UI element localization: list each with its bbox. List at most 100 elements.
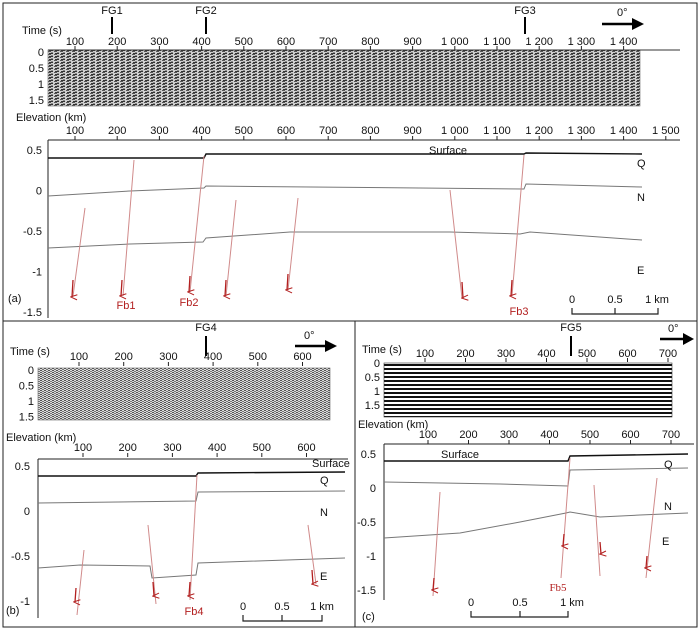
fault-lines-a — [72, 154, 525, 299]
top-tick-labels-a: 100 200 300 400 500 600 700 800 900 1 000 1 100 1 2… — [66, 36, 637, 50]
top-tick-labels-c: 100 200 300 400 500 600 700 — [416, 348, 677, 362]
svg-text:0.5: 0.5 — [512, 597, 527, 609]
tick-label: -1 — [20, 596, 30, 608]
svg-text:0.5: 0.5 — [274, 601, 289, 613]
tick-label: 800 — [361, 125, 379, 137]
tick-label: -0.5 — [357, 517, 376, 529]
tick-label: 400 — [540, 429, 558, 441]
tick-label: 400 — [192, 125, 210, 137]
tick-label: 500 — [581, 429, 599, 441]
tick-label: 0.5 — [365, 372, 380, 384]
tick-label: 300 — [150, 125, 168, 137]
tick-label: 300 — [159, 351, 177, 363]
tick-label: 700 — [319, 125, 337, 137]
time-tick-labels-b: 0 0.5 1 1.5 — [19, 365, 34, 424]
svg-text:0: 0 — [468, 597, 474, 609]
north-arrow-head-b — [325, 340, 337, 352]
panel-b: FG4 0° Time (s) 100 200 300 400 500 600 00.51… — [6, 322, 350, 622]
tick-label: 0 — [24, 506, 30, 518]
tick-label: 100 — [66, 36, 84, 48]
tick-label: 0.5 — [15, 461, 30, 473]
surface-label-b: Surface — [312, 458, 350, 470]
time-tick-labels-a: 0 0.5 1 1.5 — [29, 47, 44, 107]
tick-label: 600 — [618, 348, 636, 360]
tick-label: 600 — [293, 351, 311, 363]
layer-q-label-c: Q — [664, 459, 673, 471]
svg-text:0: 0 — [240, 601, 246, 613]
n-e-boundary-c — [383, 511, 689, 539]
layer-n-label-b: N — [320, 507, 328, 519]
north-label-c: 0° — [668, 323, 679, 335]
surface-line-c — [384, 453, 689, 462]
time-tick-labels-c: 0 0.5 1 1.5 — [365, 358, 380, 412]
seismic-section-a — [47, 49, 641, 107]
tick-label: 100 — [74, 442, 92, 454]
layer-e-label-a: E — [637, 265, 644, 277]
panel-b-border — [2, 320, 356, 628]
tick-label: 700 — [319, 36, 337, 48]
layer-e-label-c: E — [662, 536, 669, 548]
tick-label: 600 — [297, 442, 315, 454]
fault-arrows-b — [75, 569, 313, 602]
tick-label: 300 — [497, 348, 515, 360]
tick-label: 1 300 — [568, 36, 596, 48]
layer-n-label-a: N — [637, 192, 645, 204]
panel-c: FG5 0° Time (s) 100 200 300 400 500 600 700 00… — [357, 322, 694, 623]
tick-label: 1 — [374, 386, 380, 398]
panel-a-label: (a) — [8, 293, 21, 305]
panel-b-label: (b) — [6, 605, 19, 617]
time-axis-title-c: Time (s) — [362, 344, 402, 356]
tick-label: 1 — [28, 396, 34, 408]
tick-label: -0.5 — [23, 226, 42, 238]
tick-label: 200 — [108, 36, 126, 48]
tick-label: 500 — [235, 125, 253, 137]
panel-a: FG1 FG2 FG3 0° Time (s) 100 200 300 400 500 6… — [8, 5, 680, 319]
seismic-section-b — [37, 367, 331, 421]
surface-line-b — [38, 471, 346, 477]
tick-label: 300 — [163, 442, 181, 454]
tick-label: 600 — [277, 125, 295, 137]
q-n-boundary-a — [47, 183, 643, 197]
q-n-boundary-c — [383, 467, 689, 487]
bottom-tick-labels-c: 100 200 300 400 500 600 700 — [419, 429, 680, 444]
elev-tick-labels-a: 0.5 0 -0.5 -1 -1.5 — [23, 145, 42, 319]
tick-label: 500 — [235, 36, 253, 48]
tick-label: 1 400 — [610, 125, 638, 137]
tick-label: 1 200 — [525, 125, 553, 137]
fg2-label: FG2 — [195, 5, 216, 17]
layer-e-label-b: E — [320, 571, 327, 583]
tick-label: 700 — [662, 429, 680, 441]
tick-label: 500 — [578, 348, 596, 360]
tick-label: 400 — [208, 442, 226, 454]
tick-label: 400 — [204, 351, 222, 363]
svg-text:1 km: 1 km — [560, 597, 584, 609]
tick-label: -1.5 — [23, 307, 42, 319]
fg5-label: FG5 — [560, 322, 581, 334]
tick-label: 200 — [108, 125, 126, 137]
n-e-boundary-b — [37, 557, 346, 579]
north-arrow-head-c — [683, 333, 694, 345]
q-n-boundary-b — [37, 490, 346, 504]
tick-label: 500 — [253, 442, 271, 454]
svg-text:0.5: 0.5 — [607, 294, 622, 306]
north-label-a: 0° — [617, 7, 628, 19]
fg1-label: FG1 — [101, 5, 122, 17]
tick-label: 1.5 — [365, 400, 380, 412]
layer-q-label-a: Q — [637, 158, 646, 170]
svg-text:1 km: 1 km — [645, 294, 669, 306]
tick-label: -1.5 — [357, 585, 376, 597]
tick-label: 900 — [403, 36, 421, 48]
top-tick-labels-b: 100 200 300 400 500 600 — [70, 351, 312, 366]
tick-label: 1 100 — [483, 36, 511, 48]
tick-label: 900 — [403, 125, 421, 137]
fault-lines-c — [432, 457, 658, 597]
svg-text:0: 0 — [569, 294, 575, 306]
panel-c-label: (c) — [362, 611, 375, 623]
tick-label: 0.5 — [19, 381, 34, 393]
elev-tick-labels-c: 0.5 0 -0.5 -1 -1.5 — [357, 449, 376, 597]
tick-label: 0 — [374, 358, 380, 370]
tick-label: 0.5 — [27, 145, 42, 157]
fault-lines-b — [76, 474, 317, 616]
tick-label: 0.5 — [361, 449, 376, 461]
tick-label: 200 — [119, 442, 137, 454]
